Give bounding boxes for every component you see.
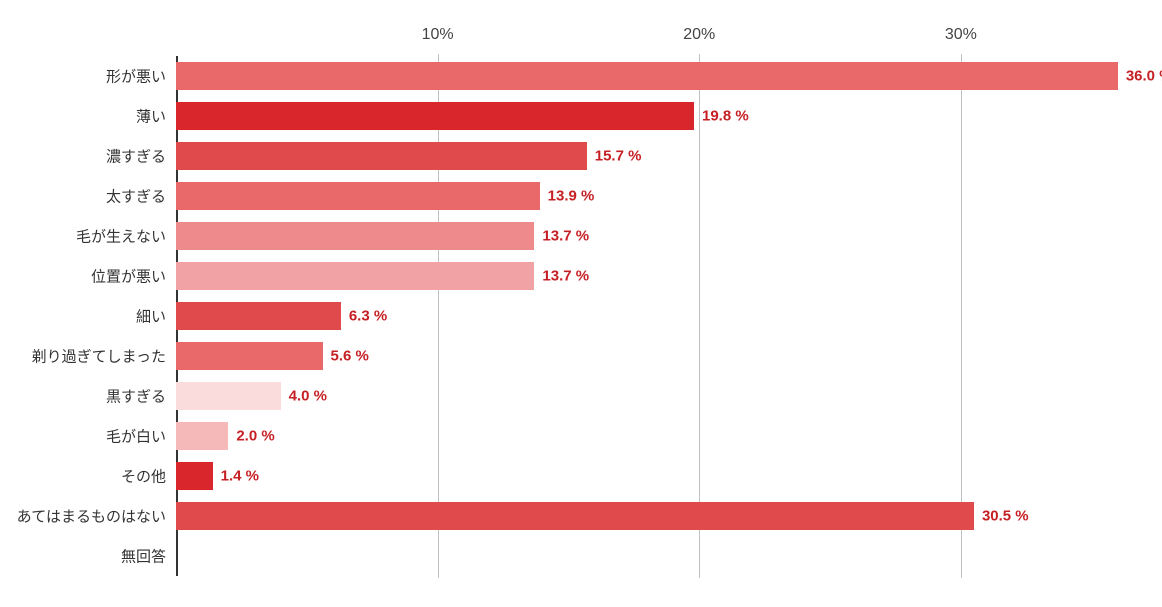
value-label: 2.0 %: [236, 428, 274, 445]
value-label: 6.3 %: [349, 308, 387, 325]
bar-row: 毛が生えない13.7 %: [176, 216, 1144, 256]
category-label: 太すぎる: [106, 186, 166, 207]
category-label: 剃り過ぎてしまった: [32, 346, 166, 367]
bar-row: 太すぎる13.9 %: [176, 176, 1144, 216]
category-label: 無回答: [121, 546, 166, 567]
x-tick-label: 30%: [945, 26, 977, 44]
x-tick-label: 20%: [683, 26, 715, 44]
plot-area: 10%20%30% 形が悪い36.0 %薄い19.8 %濃すぎる15.7 %太す…: [176, 56, 1144, 576]
bar-row: 細い6.3 %: [176, 296, 1144, 336]
category-label: 形が悪い: [106, 66, 166, 87]
bar-row: 薄い19.8 %: [176, 96, 1144, 136]
bar-row: 濃すぎる15.7 %: [176, 136, 1144, 176]
bar: [176, 302, 341, 330]
x-tick-label: 10%: [422, 26, 454, 44]
value-label: 13.7 %: [542, 268, 589, 285]
bar-chart: 10%20%30% 形が悪い36.0 %薄い19.8 %濃すぎる15.7 %太す…: [0, 0, 1162, 607]
bar: [176, 262, 534, 290]
bar-rows: 形が悪い36.0 %薄い19.8 %濃すぎる15.7 %太すぎる13.9 %毛が…: [176, 56, 1144, 576]
value-label: 13.9 %: [548, 188, 595, 205]
bar-row: 位置が悪い13.7 %: [176, 256, 1144, 296]
value-label: 4.0 %: [289, 388, 327, 405]
category-label: 毛が生えない: [76, 226, 166, 247]
bar-row: 黒すぎる4.0 %: [176, 376, 1144, 416]
bar: [176, 142, 587, 170]
category-label: 濃すぎる: [106, 146, 166, 167]
bar: [176, 222, 534, 250]
bar-row: 毛が白い2.0 %: [176, 416, 1144, 456]
value-label: 15.7 %: [595, 148, 642, 165]
bar: [176, 342, 323, 370]
value-label: 5.6 %: [331, 348, 369, 365]
value-label: 1.4 %: [221, 468, 259, 485]
category-label: あてはまるものはない: [17, 506, 166, 527]
bar-row: 無回答: [176, 536, 1144, 576]
bar-row: 剃り過ぎてしまった5.6 %: [176, 336, 1144, 376]
value-label: 36.0 %: [1126, 68, 1162, 85]
category-label: 位置が悪い: [91, 266, 166, 287]
value-label: 30.5 %: [982, 508, 1029, 525]
category-label: 薄い: [136, 106, 166, 127]
bar: [176, 62, 1118, 90]
value-label: 13.7 %: [542, 228, 589, 245]
bar: [176, 382, 281, 410]
bar-row: あてはまるものはない30.5 %: [176, 496, 1144, 536]
bar: [176, 502, 974, 530]
bar: [176, 102, 694, 130]
bar-row: その他1.4 %: [176, 456, 1144, 496]
value-label: 19.8 %: [702, 108, 749, 125]
category-label: その他: [121, 466, 166, 487]
bar: [176, 182, 540, 210]
bar: [176, 462, 213, 490]
category-label: 細い: [136, 306, 166, 327]
bar: [176, 422, 228, 450]
bar-row: 形が悪い36.0 %: [176, 56, 1144, 96]
category-label: 毛が白い: [106, 426, 166, 447]
category-label: 黒すぎる: [106, 386, 166, 407]
